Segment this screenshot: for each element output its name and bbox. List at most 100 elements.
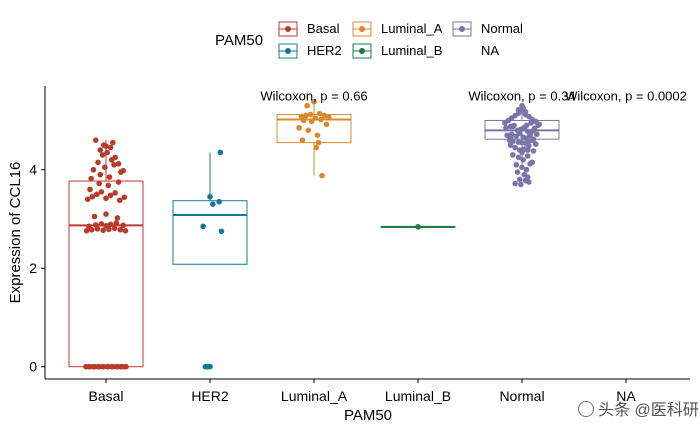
point-basal	[98, 189, 105, 195]
point-basal	[114, 215, 121, 221]
point-normal	[510, 123, 516, 130]
point-her2	[217, 149, 224, 156]
watermark-text: 头条 @医科研	[598, 402, 699, 419]
x-tick-label-luminal-a: Luminal_A	[281, 388, 348, 404]
point-normal	[519, 102, 525, 109]
point-basal	[97, 147, 104, 153]
point-normal	[503, 125, 509, 131]
point-luminal-a	[321, 112, 328, 119]
point-basal	[112, 154, 118, 161]
point-basal	[92, 137, 99, 143]
point-normal	[532, 141, 539, 147]
point-luminal-a	[319, 172, 325, 179]
point-normal	[515, 154, 522, 161]
point-basal	[113, 363, 120, 370]
point-luminal-a	[305, 127, 312, 134]
point-luminal-a	[316, 110, 323, 117]
point-basal	[83, 227, 90, 234]
point-basal	[91, 213, 98, 220]
point-basal	[104, 149, 110, 156]
point-basal	[90, 363, 97, 370]
box-basal	[68, 180, 144, 368]
box-her2	[172, 200, 248, 265]
legend-label-normal: Normal	[481, 21, 523, 36]
point-basal	[99, 152, 106, 158]
wilcoxon-annotation-luminal-a: Wilcoxon, p = 0.66	[260, 89, 367, 104]
point-her2	[216, 198, 222, 205]
point-basal	[89, 193, 96, 200]
point-basal	[122, 363, 128, 370]
point-normal	[515, 106, 522, 113]
point-luminal-a	[300, 117, 307, 124]
point-basal	[111, 225, 118, 232]
point-basal	[110, 139, 116, 146]
point-normal	[519, 164, 525, 171]
point-basal	[120, 167, 126, 174]
point-normal	[516, 130, 523, 137]
legend-key-normal	[452, 21, 472, 37]
point-basal	[86, 363, 92, 370]
point-basal	[112, 190, 118, 196]
point-normal	[519, 149, 525, 156]
point-luminal-a	[304, 102, 310, 109]
point-her2	[200, 223, 206, 230]
point-basal	[113, 220, 120, 226]
point-basal	[115, 179, 122, 185]
point-normal	[513, 161, 520, 168]
point-her2	[218, 228, 225, 235]
point-basal	[100, 227, 106, 234]
legend-label-luminal-b: Luminal_B	[381, 43, 443, 58]
wilcoxon-annotation-normal: Wilcoxon, p = 0.34	[468, 89, 575, 104]
point-normal	[516, 176, 523, 183]
point-normal	[507, 134, 514, 141]
point-basal	[95, 159, 101, 166]
point-basal	[103, 211, 109, 217]
point-luminal-a	[308, 118, 315, 125]
point-basal	[116, 197, 123, 204]
axes: 0 2 4 Basal HER2 Luminal_A Luminal_B Normal NA	[29, 86, 690, 404]
point-normal	[535, 122, 541, 129]
point-basal	[107, 221, 114, 228]
point-her2	[210, 201, 216, 207]
point-basal	[103, 195, 109, 202]
legend-key-basal	[278, 21, 298, 37]
point-basal	[115, 161, 122, 167]
point-basal	[88, 175, 94, 182]
point-her2	[207, 363, 213, 370]
axis-labels: PAM50 Expression of CCL16	[7, 162, 392, 424]
point-luminal-a	[326, 114, 332, 121]
point-basal	[107, 192, 114, 199]
legend-label-na: NA	[481, 43, 500, 58]
point-normal	[529, 137, 536, 143]
point-basal	[103, 223, 109, 229]
point-basal	[90, 166, 97, 173]
y-axis-title: Expression of CCL16	[7, 162, 24, 304]
point-basal	[95, 363, 101, 370]
point-normal	[523, 166, 530, 173]
point-luminal-a	[296, 125, 302, 131]
point-basal	[105, 182, 112, 189]
point-basal	[98, 221, 105, 227]
point-normal	[510, 152, 516, 158]
point-normal	[534, 131, 540, 138]
box-luminal-a	[276, 114, 352, 144]
x-tick-label-normal: Normal	[499, 388, 544, 404]
point-luminal-a	[313, 144, 320, 151]
point-basal	[96, 180, 102, 187]
y-tick-label: 0	[29, 359, 37, 375]
point-normal	[530, 148, 537, 154]
point-normal	[514, 169, 521, 175]
legend-key-luminal-a	[352, 21, 372, 37]
point-normal	[524, 153, 531, 159]
point-basal	[86, 223, 92, 230]
point-luminal-a	[315, 139, 322, 146]
point-normal	[527, 161, 533, 167]
point-basal	[120, 222, 126, 229]
legend-label-her2: HER2	[307, 43, 342, 58]
point-normal	[520, 157, 526, 163]
point-luminal-a	[307, 111, 314, 118]
point-luminal-a	[312, 115, 318, 121]
legend: PAM50 Basal HER2 Luminal_A Luminal_B Nor…	[215, 18, 575, 66]
point-basal	[94, 191, 100, 198]
point-normal	[512, 180, 518, 187]
